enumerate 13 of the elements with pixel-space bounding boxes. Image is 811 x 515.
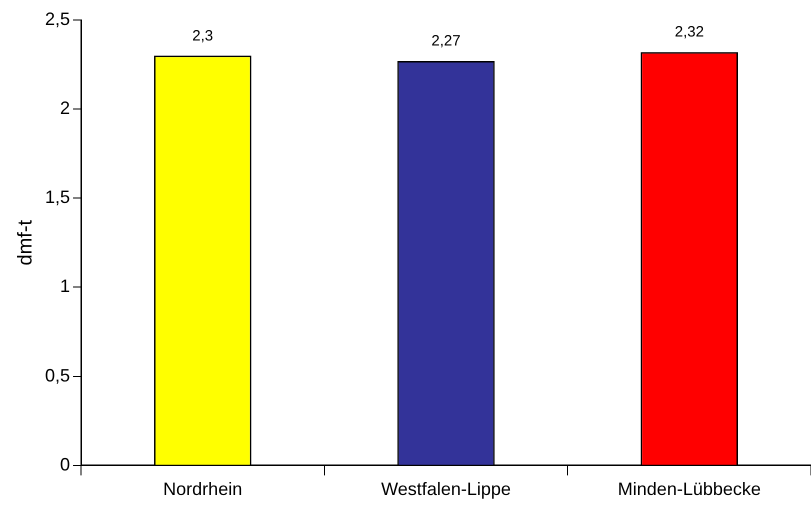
y-tick-label: 1: [60, 276, 70, 296]
x-tick-label: Nordrhein: [163, 479, 242, 500]
x-tick-label: Westfalen-Lippe: [381, 479, 511, 500]
data-label: 2,27: [431, 32, 461, 50]
y-tick-label: 0: [60, 454, 70, 474]
data-label: 2,32: [674, 24, 704, 41]
y-tick-label: 2,5: [44, 8, 70, 29]
y-tick-label: 0,5: [44, 365, 70, 386]
x-tick-label: Minden-Lübbecke: [618, 479, 761, 500]
y-axis-title: dmf-t: [14, 219, 37, 266]
y-tick-label: 1,5: [44, 187, 70, 208]
data-label: 2,3: [192, 27, 214, 44]
y-tick-label: 2: [60, 98, 70, 118]
